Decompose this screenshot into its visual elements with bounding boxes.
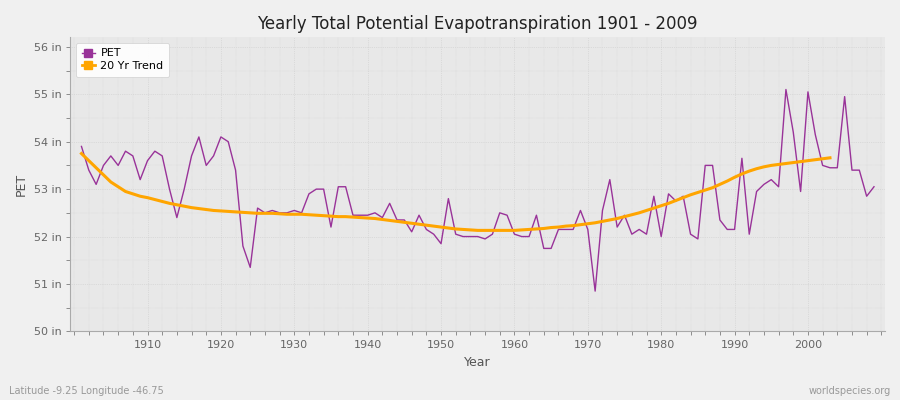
Legend: PET, 20 Yr Trend: PET, 20 Yr Trend [76,43,169,77]
Text: worldspecies.org: worldspecies.org [809,386,891,396]
Title: Yearly Total Potential Evapotranspiration 1901 - 2009: Yearly Total Potential Evapotranspiratio… [257,15,698,33]
Y-axis label: PET: PET [15,173,28,196]
Text: Latitude -9.25 Longitude -46.75: Latitude -9.25 Longitude -46.75 [9,386,164,396]
X-axis label: Year: Year [464,356,491,369]
